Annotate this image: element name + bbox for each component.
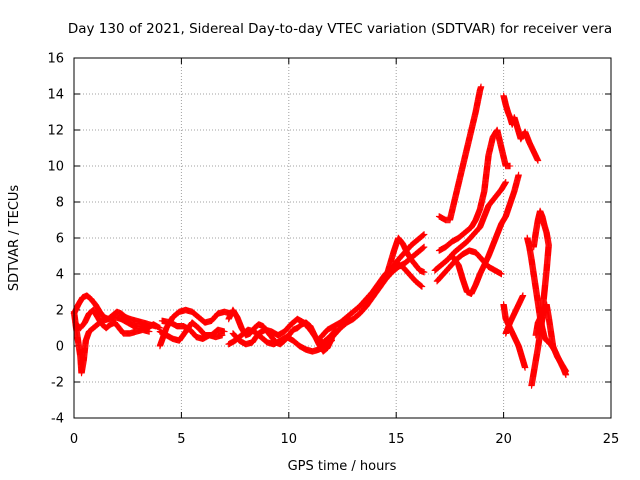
data-point: [145, 328, 153, 335]
x-tick-label: 5: [177, 432, 185, 447]
data-point: [562, 368, 570, 375]
data-point: [477, 83, 485, 90]
data-point: [152, 323, 159, 330]
data-point: [420, 269, 428, 276]
data-point: [521, 364, 529, 371]
data-point: [420, 244, 427, 251]
y-tick-label: 2: [56, 304, 64, 319]
y-tick-label: 4: [56, 268, 64, 283]
grid: [74, 58, 611, 418]
chart-title: Day 130 of 2021, Sidereal Day-to-day VTE…: [68, 21, 612, 37]
data-point: [420, 243, 428, 251]
y-tick-label: 8: [56, 196, 64, 211]
x-tick-label: 10: [281, 432, 298, 447]
x-tick-label: 15: [388, 432, 405, 447]
data-point: [419, 232, 426, 239]
data-point: [419, 245, 426, 252]
data-point: [502, 179, 509, 186]
data-point: [420, 231, 428, 238]
data-point: [515, 171, 522, 179]
x-tick-label: 25: [603, 432, 620, 447]
y-tick-label: 10: [47, 160, 64, 175]
data-point: [417, 282, 424, 289]
data-point: [418, 282, 425, 290]
y-tick-label: 14: [47, 88, 64, 103]
x-axis-label: GPS time / hours: [288, 459, 397, 474]
y-tick-label: 6: [56, 232, 64, 247]
y-axis-label: SDTVAR / TECUs: [7, 185, 22, 292]
data-point: [519, 292, 527, 299]
data-point: [506, 162, 514, 170]
data-point: [532, 332, 540, 339]
y-tick-label: 12: [47, 124, 64, 139]
y-tick-label: -2: [51, 376, 64, 391]
data-point: [221, 328, 228, 335]
y-tick-label: -4: [51, 412, 64, 427]
x-tick-label: 0: [70, 432, 78, 447]
plot-frame: [73, 57, 612, 419]
data-point: [418, 283, 426, 290]
data-point: [219, 332, 226, 339]
y-tick-label: 0: [56, 340, 64, 355]
y-tick-label: 16: [47, 52, 64, 67]
data-point: [498, 270, 505, 278]
data-points: [70, 83, 570, 389]
data-point: [420, 231, 427, 239]
x-tick-label: 20: [495, 432, 512, 447]
data-point: [534, 157, 542, 164]
